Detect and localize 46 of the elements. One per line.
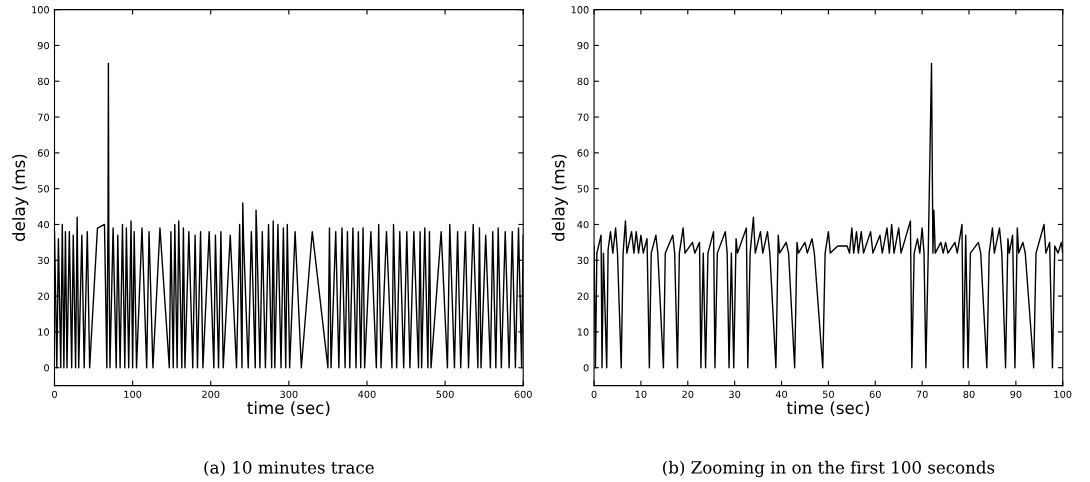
text: (a) 10 minutes trace — [204, 460, 374, 477]
y-tick-label: 70 — [38, 113, 49, 121]
x-tick-label: 60 — [869, 390, 881, 398]
x-tick-label: 200 — [202, 390, 220, 398]
x-tick-label: 0 — [52, 390, 57, 398]
y-tick-label: 0 — [44, 364, 49, 372]
y-axis-title: delay (ms) — [12, 154, 29, 242]
y-tick-label: 30 — [38, 256, 49, 265]
x-tick-label: 40 — [775, 390, 788, 398]
y-tick-label: 40 — [577, 220, 589, 229]
y-tick-label: 80 — [577, 77, 589, 86]
x-tick-label: 10 — [635, 390, 647, 398]
y-tick-label: 10 — [577, 328, 589, 336]
y-tick-label: 60 — [37, 149, 49, 157]
y-tick-label: 100 — [32, 6, 49, 14]
y-tick-label: 80 — [37, 77, 49, 86]
x-tick-label: 20 — [682, 390, 694, 398]
y-tick-label: 20 — [577, 292, 589, 300]
x-tick-label: 70 — [916, 390, 928, 398]
x-tick-label: 100 — [124, 390, 142, 398]
text: (b) Zooming in on the first 100 seconds — [663, 460, 995, 478]
y-tick-label: 20 — [37, 292, 49, 300]
y-tick-label: 50 — [577, 185, 589, 193]
x-tick-label: 600 — [514, 390, 532, 398]
x-tick-label: 400 — [358, 390, 376, 398]
y-tick-label: 50 — [38, 185, 49, 193]
x-tick-label: 50 — [822, 390, 834, 398]
y-tick-label: 10 — [38, 328, 49, 336]
y-tick-label: 40 — [37, 220, 49, 229]
y-axis-title: delay (ms) — [551, 154, 568, 242]
y-tick-label: 60 — [577, 149, 589, 157]
x-tick-label: 30 — [729, 390, 741, 398]
y-tick-label: 90 — [37, 41, 49, 50]
x-tick-label: 500 — [436, 390, 454, 398]
x-tick-label: 0 — [591, 390, 597, 398]
y-tick-label: 70 — [577, 113, 589, 121]
x-tick-label: 100 — [1054, 390, 1072, 398]
y-tick-label: 30 — [577, 256, 589, 265]
y-tick-label: 0 — [583, 364, 589, 372]
x-axis-title: time (sec) — [247, 401, 330, 417]
x-tick-label: 300 — [280, 390, 298, 398]
x-tick-label: 90 — [1010, 390, 1022, 398]
y-tick-label: 90 — [577, 41, 589, 50]
x-axis-title: time (sec) — [786, 401, 869, 417]
x-tick-label: 80 — [963, 390, 975, 398]
y-tick-label: 100 — [571, 6, 589, 14]
